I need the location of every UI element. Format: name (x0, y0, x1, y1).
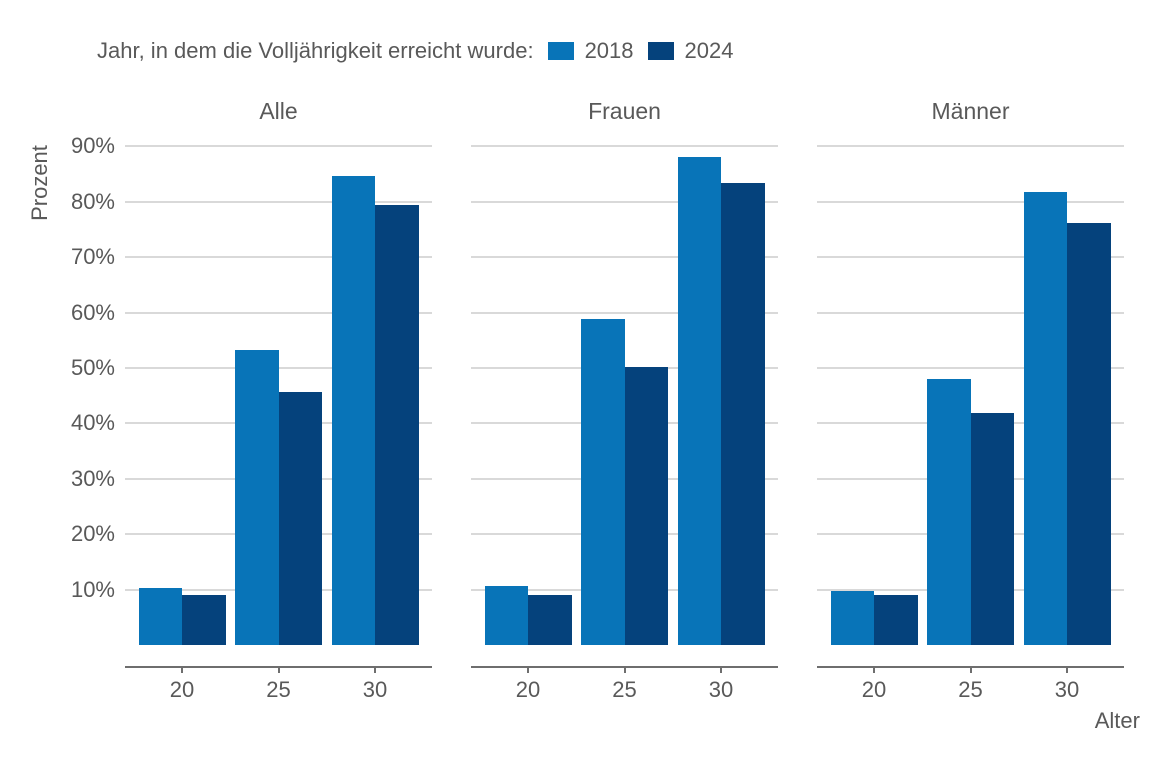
bar-frauen-20-2018 (484, 585, 528, 645)
x-tick-mark (277, 666, 280, 673)
facet-title-männer: Männer (931, 98, 1010, 124)
bar-männer-25-2018 (927, 378, 971, 645)
bar-alle-20-2018 (138, 588, 182, 645)
y-tick-label: 20% (70, 521, 115, 547)
y-tick-label: 10% (70, 576, 115, 602)
legend-item-2024: 2024 (647, 38, 734, 64)
x-tick-mark (720, 666, 722, 673)
bar-frauen-20-2024 (528, 594, 572, 645)
legend-item-2018: 2018 (547, 38, 634, 64)
bar-alle-25-2024 (278, 392, 322, 645)
x-tick-label: 30 (362, 677, 388, 702)
legend-title: Jahr, in dem die Volljährigkeit erreicht… (97, 38, 534, 63)
gridline (125, 145, 432, 148)
gridline (125, 367, 432, 369)
bar-frauen-30-2018 (677, 156, 721, 645)
x-tick-mark (181, 666, 183, 673)
x-tick-label: 25 (266, 677, 291, 702)
bar-männer-30-2024 (1067, 222, 1111, 645)
gridline (125, 311, 432, 314)
x-tick-label: 25 (612, 677, 637, 702)
gridline (471, 311, 778, 314)
bar-frauen-25-2018 (581, 319, 625, 645)
gridline (471, 145, 778, 148)
bar-alle-25-2018 (235, 349, 279, 645)
gridline (817, 145, 1124, 148)
x-tick-label: 20 (515, 677, 541, 702)
facet-title-frauen: Frauen (588, 98, 661, 124)
y-tick-label: 80% (70, 188, 115, 214)
x-tick-mark (374, 666, 376, 673)
gridline (817, 367, 1124, 369)
legend-swatch-2018 (547, 42, 574, 60)
x-axis-title: Alter (1094, 708, 1140, 733)
gridline (817, 256, 1124, 259)
gridline (471, 256, 778, 259)
x-tick-label: 30 (1054, 677, 1080, 702)
y-tick-label: 50% (70, 355, 115, 380)
x-tick-mark (527, 666, 529, 673)
bar-alle-30-2018 (331, 176, 375, 645)
y-axis-title: Prozent (27, 145, 52, 221)
gridline (817, 200, 1124, 203)
bar-frauen-25-2024 (624, 367, 668, 645)
legend-label-2018: 2018 (584, 38, 634, 63)
bar-alle-20-2024 (182, 594, 226, 645)
gridline (125, 200, 432, 203)
bar-männer-25-2024 (970, 413, 1014, 645)
bar-männer-30-2018 (1023, 192, 1067, 645)
x-tick-label: 20 (169, 677, 195, 702)
y-tick-label: 90% (70, 133, 115, 159)
y-tick-label: 60% (70, 299, 115, 325)
bar-frauen-30-2024 (721, 182, 765, 645)
bar-männer-20-2018 (830, 590, 874, 645)
x-tick-mark (873, 666, 875, 673)
y-tick-label: 30% (70, 465, 115, 491)
x-tick-label: 30 (708, 677, 734, 702)
gridline (125, 256, 432, 259)
bar-männer-20-2024 (874, 595, 918, 645)
x-tick-label: 25 (958, 677, 983, 702)
bar-alle-30-2024 (375, 205, 419, 645)
x-tick-label: 20 (861, 677, 887, 702)
legend-label-2024: 2024 (684, 38, 734, 63)
x-tick-mark (623, 666, 626, 673)
facet-title-alle: Alle (259, 98, 298, 124)
y-tick-label: 40% (70, 410, 115, 436)
gridline (817, 311, 1124, 314)
x-tick-mark (969, 666, 972, 673)
legend: Jahr, in dem die Volljährigkeit erreicht… (97, 36, 733, 66)
y-tick-label: 70% (70, 244, 115, 270)
x-tick-mark (1066, 666, 1068, 673)
gridline (471, 200, 778, 203)
legend-swatch-2024 (647, 42, 674, 60)
